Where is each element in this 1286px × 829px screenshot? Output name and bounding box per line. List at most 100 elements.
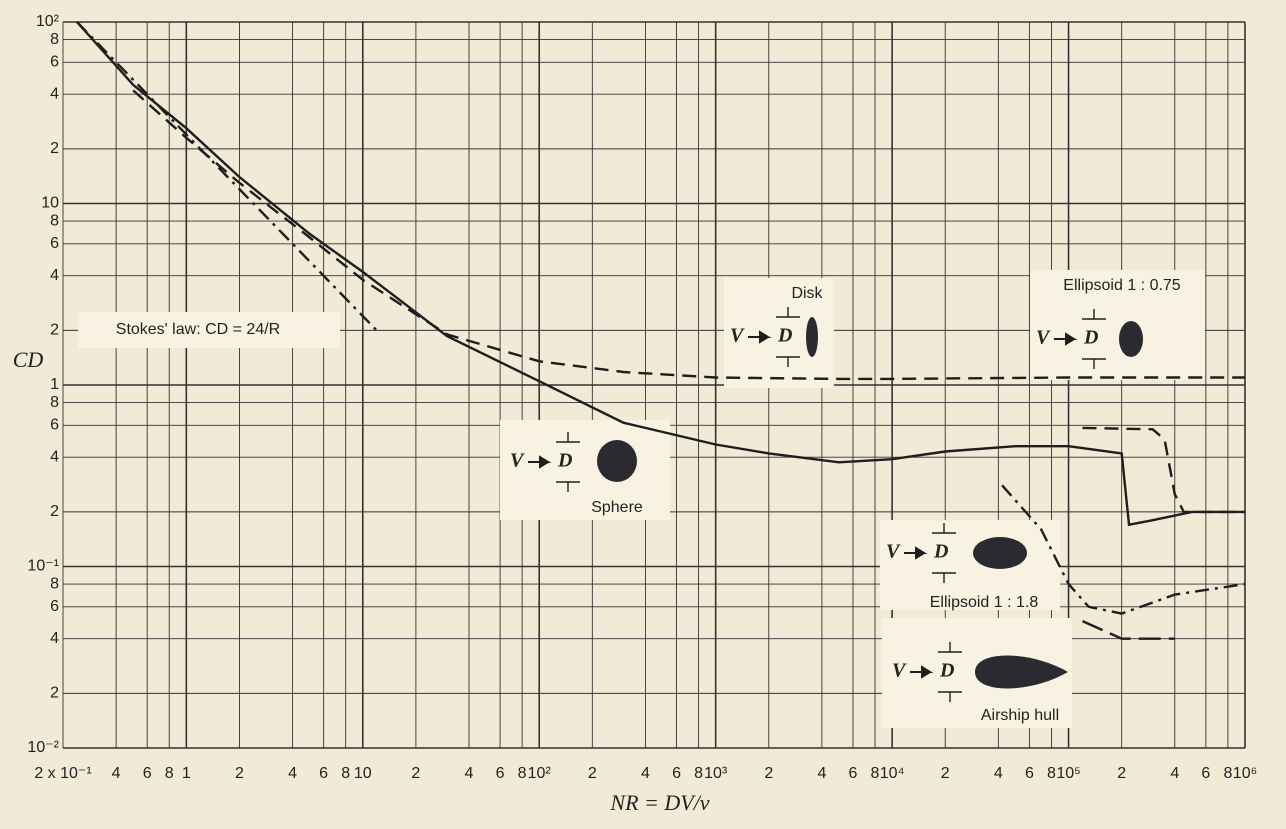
x-tick-label: 10⁴ xyxy=(880,765,905,782)
x-tick-label: 6 xyxy=(672,765,681,782)
y-tick-label: 2 xyxy=(50,685,59,702)
y-tick-label: 4 xyxy=(50,630,59,647)
velocity-arrow xyxy=(528,455,552,469)
body-shape xyxy=(806,317,818,357)
body-shape xyxy=(597,440,637,482)
velocity-label: V xyxy=(1036,327,1051,349)
x-tick-label: 2 xyxy=(764,765,773,782)
series-line xyxy=(1082,620,1175,640)
x-tick-label: 2 xyxy=(411,765,420,782)
x-tick-label: 8 xyxy=(1223,765,1232,782)
diameter-marks xyxy=(932,523,956,583)
diameter-marks xyxy=(776,307,800,367)
x-tick-label: 4 xyxy=(1170,765,1179,782)
series-label: Ellipsoid 1 : 1.8 xyxy=(930,594,1039,611)
x-tick-label: 8 xyxy=(341,765,350,782)
label-box xyxy=(1030,270,1205,380)
velocity-arrow xyxy=(748,330,772,344)
x-tick-label: 8 xyxy=(1047,765,1056,782)
series-line xyxy=(76,21,1245,527)
y-tick-label: 2 xyxy=(50,322,59,339)
diameter-marks xyxy=(556,432,580,492)
x-tick-label: 10 xyxy=(354,765,372,782)
y-tick-label: 10⁻¹ xyxy=(27,558,59,575)
x-tick-label: 10⁶ xyxy=(1233,765,1257,782)
label-box xyxy=(78,312,340,348)
y-tick-label: 10² xyxy=(36,13,60,30)
x-tick-label: 2 xyxy=(235,765,244,782)
x-tick-label: 8 xyxy=(871,765,880,782)
series-line xyxy=(132,89,1245,381)
series-line xyxy=(1082,426,1245,514)
y-tick-label: 8 xyxy=(50,394,59,411)
x-tick-label: 2 xyxy=(588,765,597,782)
diameter-label: D xyxy=(557,450,572,472)
x-tick-label: 4 xyxy=(994,765,1003,782)
x-tick-label: 8 xyxy=(694,765,703,782)
x-tick-label: 6 xyxy=(319,765,328,782)
y-tick-label: 4 xyxy=(50,85,59,102)
y-tick-label: 6 xyxy=(50,598,59,615)
series-label: Ellipsoid 1 : 0.75 xyxy=(1063,277,1181,294)
x-tick-label: 6 xyxy=(1025,765,1034,782)
x-tick-label: 4 xyxy=(465,765,474,782)
velocity-arrow xyxy=(910,665,934,679)
diameter-marks xyxy=(1082,309,1106,369)
velocity-arrow xyxy=(904,546,928,560)
y-tick-label: 2 xyxy=(50,503,59,520)
velocity-arrow xyxy=(1054,332,1078,346)
y-tick-label: 4 xyxy=(50,267,59,284)
diameter-label: D xyxy=(1083,327,1098,349)
series-label: Disk xyxy=(791,285,823,302)
velocity-label: V xyxy=(510,450,525,472)
y-tick-label: 10 xyxy=(41,195,59,212)
y-tick-label: 10⁻² xyxy=(27,739,59,756)
y-axis-label: CD xyxy=(13,347,44,372)
body-shape xyxy=(973,537,1027,569)
label-box xyxy=(500,420,670,520)
series-line xyxy=(1001,484,1246,615)
x-tick-label: 2 x 10⁻¹ xyxy=(34,765,91,782)
x-tick-label: 8 xyxy=(518,765,527,782)
diameter-label: D xyxy=(777,325,792,347)
x-tick-label: 6 xyxy=(143,765,152,782)
series-label: Stokes' law: CD = 24/R xyxy=(116,321,280,338)
series-label: Airship hull xyxy=(981,707,1059,724)
y-tick-label: 6 xyxy=(50,416,59,433)
y-tick-label: 8 xyxy=(50,575,59,592)
x-tick-label: 10² xyxy=(528,765,552,782)
body-shape xyxy=(975,655,1068,689)
series-label: Sphere xyxy=(591,499,643,516)
x-tick-label: 10⁵ xyxy=(1056,765,1080,782)
y-tick-label: 2 xyxy=(50,140,59,157)
series-line xyxy=(76,21,378,332)
y-tick-label: 6 xyxy=(50,53,59,70)
x-tick-label: 8 xyxy=(165,765,174,782)
y-tick-label: 8 xyxy=(50,31,59,48)
diameter-label: D xyxy=(933,541,948,563)
x-tick-label: 6 xyxy=(849,765,858,782)
y-tick-label: 4 xyxy=(50,448,59,465)
body-shape xyxy=(1119,321,1143,357)
diameter-label: D xyxy=(939,660,954,682)
velocity-label: V xyxy=(886,541,901,563)
x-tick-label: 10³ xyxy=(704,765,728,782)
x-tick-label: 4 xyxy=(641,765,650,782)
x-axis-label: NR = DV/ν xyxy=(609,790,709,815)
x-tick-label: 1 xyxy=(182,765,191,782)
label-box xyxy=(880,520,1060,610)
x-tick-label: 2 xyxy=(1117,765,1126,782)
diameter-marks xyxy=(938,642,962,702)
x-tick-label: 4 xyxy=(817,765,826,782)
velocity-label: V xyxy=(730,325,745,347)
y-tick-label: 6 xyxy=(50,235,59,252)
x-tick-label: 2 xyxy=(941,765,950,782)
x-tick-label: 6 xyxy=(1201,765,1210,782)
y-tick-label: 1 xyxy=(50,376,59,393)
x-tick-label: 4 xyxy=(112,765,121,782)
y-tick-label: 8 xyxy=(50,212,59,229)
x-tick-label: 4 xyxy=(288,765,297,782)
x-tick-label: 6 xyxy=(496,765,505,782)
velocity-label: V xyxy=(892,660,907,682)
